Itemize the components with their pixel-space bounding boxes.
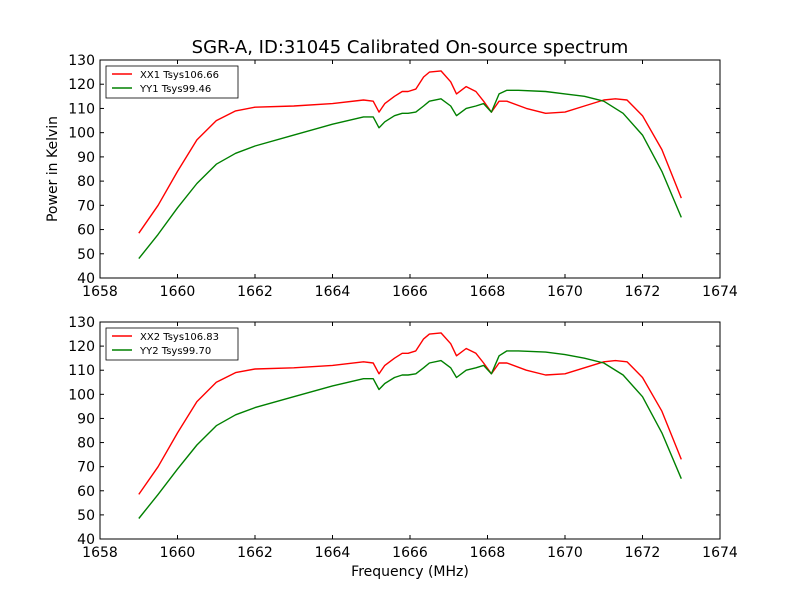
- y-tick-label: 100: [68, 126, 95, 142]
- y-tick-label: 100: [68, 387, 95, 403]
- y-tick-label: 110: [68, 101, 95, 117]
- x-tick-label: 1662: [237, 545, 273, 561]
- x-tick-label: 1666: [392, 545, 428, 561]
- y-tick-label: 90: [77, 411, 95, 427]
- y-tick-label: 130: [68, 53, 95, 69]
- y-tick-label: 120: [68, 77, 95, 93]
- x-tick-label: 1672: [625, 284, 661, 300]
- x-tick-label: 1674: [702, 284, 738, 300]
- x-tick-label: 1672: [625, 545, 661, 561]
- x-tick-label: 1658: [82, 284, 118, 300]
- x-axis-label: Frequency (MHz): [351, 564, 469, 580]
- x-tick-label: 1666: [392, 284, 428, 300]
- y-tick-label: 50: [77, 508, 95, 524]
- y-tick-label: 110: [68, 363, 95, 379]
- x-tick-label: 1660: [160, 545, 196, 561]
- legend-box: [105, 65, 239, 99]
- legend-label: XX2 Tsys106.83: [140, 332, 219, 343]
- y-tick-label: 70: [77, 198, 95, 214]
- legend: XX2 Tsys106.83 YY2 Tsys99.70: [105, 327, 239, 361]
- x-tick-label: 1664: [315, 545, 351, 561]
- x-tick-label: 1674: [702, 545, 738, 561]
- y-tick-label: 70: [77, 460, 95, 476]
- x-tick-label: 1670: [547, 545, 583, 561]
- y-tick-label: 120: [68, 339, 95, 355]
- series-line-2-2: [138, 350, 682, 519]
- x-tick-label: 1664: [315, 284, 351, 300]
- y-tick-label: 40: [77, 271, 95, 287]
- chart-title: SGR-A, ID:31045 Calibrated On-source spe…: [192, 37, 629, 58]
- y-tick-label: 80: [77, 436, 95, 452]
- legend-label: YY2 Tsys99.70: [139, 346, 211, 357]
- y-axis-label: Power in Kelvin: [45, 116, 61, 222]
- y-tick-label: 40: [77, 532, 95, 548]
- y-tick-label: 90: [77, 150, 95, 166]
- legend-label: XX1 Tsys106.66: [140, 70, 219, 81]
- legend-label: YY1 Tsys99.46: [139, 84, 211, 95]
- panel-bottom: 1658 1660 1662 1664 1666 1668 1670 1672 1674 40 50…: [68, 315, 738, 561]
- y-tick-label: 130: [68, 315, 95, 331]
- x-tick-label: 1658: [82, 545, 118, 561]
- legend: XX1 Tsys106.66 YY1 Tsys99.46: [105, 65, 239, 99]
- x-tick-label: 1670: [547, 284, 583, 300]
- x-tick-label: 1660: [160, 284, 196, 300]
- y-tick-label: 60: [77, 484, 95, 500]
- x-tick-label: 1668: [470, 284, 506, 300]
- series-line-2-1: [138, 332, 682, 495]
- y-tick-label: 60: [77, 223, 95, 239]
- series-line-1-1: [138, 70, 682, 234]
- panel-top: 1658 1660 1662 1664 1666 1668 1670 1672 1674 40 50…: [45, 53, 738, 300]
- x-tick-label: 1668: [470, 545, 506, 561]
- y-tick-label: 80: [77, 174, 95, 190]
- series-line-1-2: [138, 89, 682, 260]
- x-tick-label: 1662: [237, 284, 273, 300]
- y-tick-label: 50: [77, 247, 95, 263]
- legend-box: [105, 327, 239, 361]
